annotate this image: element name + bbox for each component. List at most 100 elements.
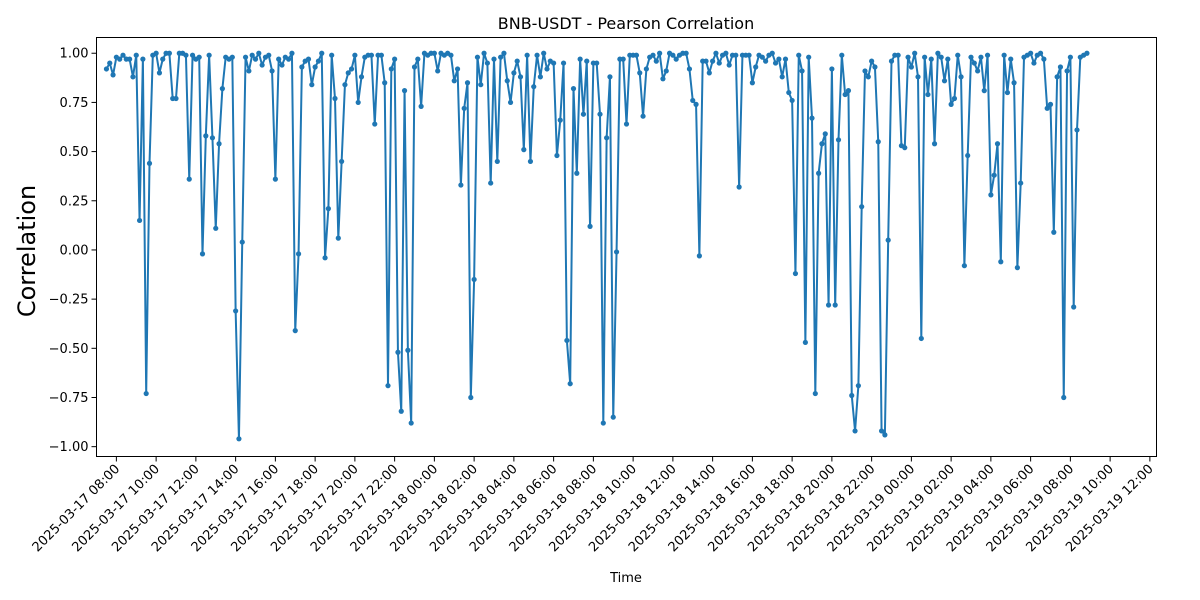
data-point: [199, 251, 206, 257]
data-point: [948, 101, 954, 107]
data-point: [772, 60, 779, 66]
data-point: [521, 147, 527, 153]
data-point: [484, 60, 490, 66]
data-point: [935, 50, 941, 56]
data-point: [209, 135, 216, 141]
data-point: [938, 54, 944, 60]
y-tick-label: 0.00: [60, 243, 89, 258]
data-point: [527, 158, 534, 165]
data-point: [663, 68, 669, 74]
data-point: [368, 52, 375, 58]
data-point: [461, 105, 467, 111]
data-point: [597, 111, 603, 117]
data-point: [372, 121, 378, 127]
data-point: [670, 52, 676, 58]
y-tick-label: −0.50: [49, 342, 89, 357]
y-tick-label: 0.50: [60, 145, 89, 160]
data-point: [792, 270, 799, 277]
data-point: [1071, 304, 1077, 310]
data-point: [981, 88, 987, 94]
data-point: [186, 176, 192, 182]
data-point: [696, 253, 702, 259]
data-point: [239, 239, 245, 245]
data-point: [342, 82, 348, 88]
data-point: [454, 66, 461, 72]
data-point: [140, 56, 146, 62]
data-point: [1074, 127, 1080, 133]
data-point: [246, 68, 252, 74]
data-point: [415, 56, 421, 62]
data-point: [786, 89, 792, 96]
data-point: [710, 58, 716, 64]
data-point: [580, 111, 587, 117]
data-point: [600, 420, 606, 426]
data-point: [759, 54, 765, 60]
data-point: [408, 420, 414, 426]
data-point: [703, 58, 709, 64]
data-point: [279, 62, 285, 68]
data-point: [610, 414, 616, 420]
data-point: [888, 58, 895, 64]
data-point: [1028, 50, 1034, 56]
data-point: [431, 50, 437, 56]
data-point: [633, 52, 640, 58]
data-point: [146, 160, 153, 166]
data-point: [604, 135, 610, 141]
y-tick-label: 1.00: [60, 47, 89, 62]
data-point: [835, 137, 842, 143]
data-point: [925, 91, 931, 98]
data-point: [352, 52, 358, 58]
data-point: [905, 54, 911, 60]
data-point: [405, 347, 411, 353]
data-point: [961, 263, 967, 269]
data-point: [902, 145, 908, 151]
data-point: [504, 78, 510, 84]
data-point: [872, 64, 878, 70]
data-point: [733, 52, 739, 58]
data-point: [382, 80, 388, 86]
data-point: [554, 152, 560, 159]
data-point: [683, 50, 689, 56]
data-point: [594, 60, 600, 66]
data-point: [869, 58, 875, 64]
data-point: [189, 52, 196, 58]
data-point: [507, 99, 514, 106]
data-point: [686, 66, 693, 72]
data-point: [1061, 394, 1067, 401]
data-point: [541, 50, 547, 56]
data-point: [819, 141, 825, 147]
data-point: [842, 91, 848, 98]
data-point: [915, 74, 921, 80]
data-point: [726, 62, 732, 68]
data-point: [1057, 64, 1064, 70]
data-point: [531, 84, 537, 90]
data-point: [984, 52, 991, 58]
data-point: [829, 66, 835, 72]
data-point: [574, 170, 580, 176]
data-point: [481, 50, 487, 56]
data-point: [1054, 74, 1060, 80]
data-point: [657, 50, 663, 56]
data-point: [736, 184, 742, 190]
data-point: [878, 428, 885, 434]
data-point: [103, 66, 110, 72]
data-point: [435, 68, 441, 74]
y-tick-label: 0.75: [60, 96, 89, 111]
data-point: [653, 58, 659, 64]
data-point: [796, 52, 802, 58]
data-point: [269, 68, 275, 74]
data-point: [607, 74, 613, 80]
data-point: [855, 383, 861, 389]
data-point: [388, 66, 394, 72]
data-point: [1014, 265, 1020, 271]
data-point: [975, 68, 981, 74]
data-point: [1064, 68, 1070, 74]
data-point: [931, 141, 938, 147]
data-point: [806, 54, 812, 60]
data-point: [1051, 229, 1057, 235]
data-point: [219, 86, 225, 92]
data-point: [471, 276, 477, 283]
y-axis-label: Correlation: [13, 185, 41, 317]
data-point: [133, 52, 139, 58]
